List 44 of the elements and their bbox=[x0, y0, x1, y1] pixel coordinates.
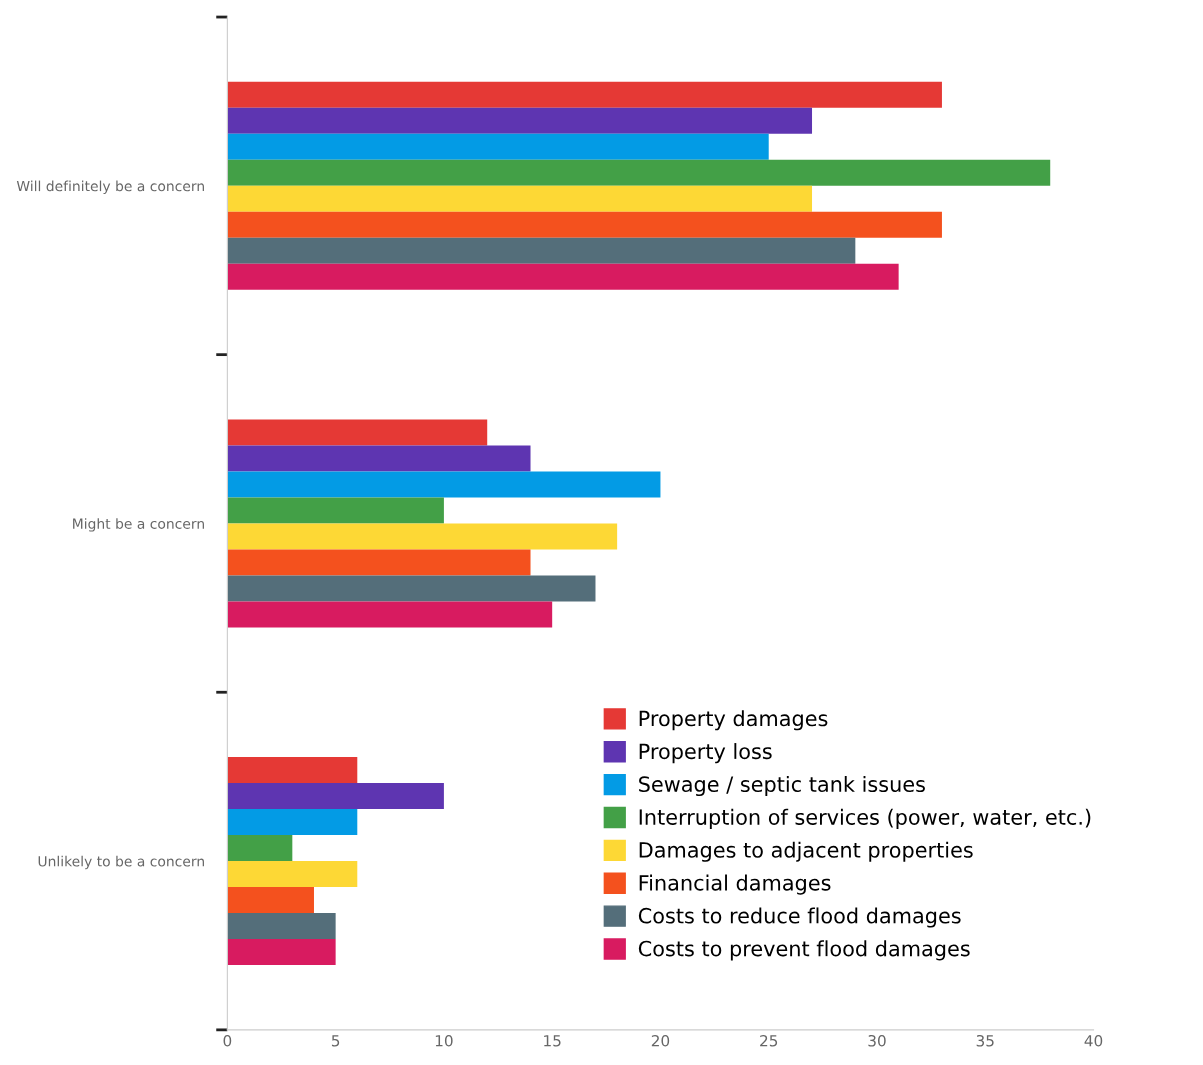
bar bbox=[227, 419, 488, 446]
bar bbox=[227, 133, 769, 160]
legend-label: Interruption of services (power, water, etc.) bbox=[639, 808, 1091, 829]
x-tick-label: 40 bbox=[1084, 1034, 1103, 1047]
x-tick-label: 0 bbox=[223, 1034, 232, 1047]
bar bbox=[227, 835, 293, 862]
legend-label: Financial damages bbox=[639, 874, 831, 895]
bar bbox=[227, 887, 314, 914]
bar bbox=[227, 757, 358, 784]
x-tick-label: 10 bbox=[435, 1034, 453, 1047]
y-tick-label: Will definitely be a concern bbox=[16, 180, 204, 195]
bar bbox=[227, 601, 553, 628]
bar bbox=[227, 185, 813, 212]
bar bbox=[227, 497, 444, 524]
x-tick-label: 15 bbox=[544, 1035, 561, 1047]
bar bbox=[227, 575, 596, 602]
legend-label: Property loss bbox=[639, 743, 772, 764]
bar bbox=[227, 549, 531, 576]
legend-label: Damages to adjacent properties bbox=[639, 841, 973, 862]
y-tick-label: Might be a concern bbox=[73, 518, 204, 532]
bar bbox=[227, 81, 942, 108]
legend-label: Costs to reduce flood damages bbox=[638, 907, 961, 928]
x-tick-label: 25 bbox=[760, 1034, 778, 1047]
x-tick-label: 35 bbox=[976, 1034, 994, 1047]
bar bbox=[227, 107, 813, 134]
bar bbox=[227, 211, 942, 238]
bar bbox=[227, 159, 1051, 186]
bar bbox=[227, 445, 531, 472]
bar bbox=[227, 783, 444, 810]
bar bbox=[227, 523, 618, 550]
bar bbox=[227, 263, 899, 290]
bar bbox=[227, 237, 856, 264]
legend-label: Property damages bbox=[639, 710, 828, 731]
x-tick-label: 30 bbox=[868, 1034, 886, 1047]
x-tick-label: 20 bbox=[651, 1034, 670, 1047]
legend-label: Sewage / septic tank issues bbox=[639, 775, 925, 797]
bar bbox=[227, 913, 336, 940]
bar bbox=[227, 861, 358, 888]
x-tick-label: 5 bbox=[331, 1035, 340, 1047]
legend-label: Costs to prevent flood damages bbox=[638, 940, 970, 961]
bar bbox=[227, 809, 358, 836]
y-tick-label: Unlikely to be a concern bbox=[38, 855, 204, 870]
bar bbox=[227, 939, 336, 966]
bar bbox=[227, 471, 661, 498]
